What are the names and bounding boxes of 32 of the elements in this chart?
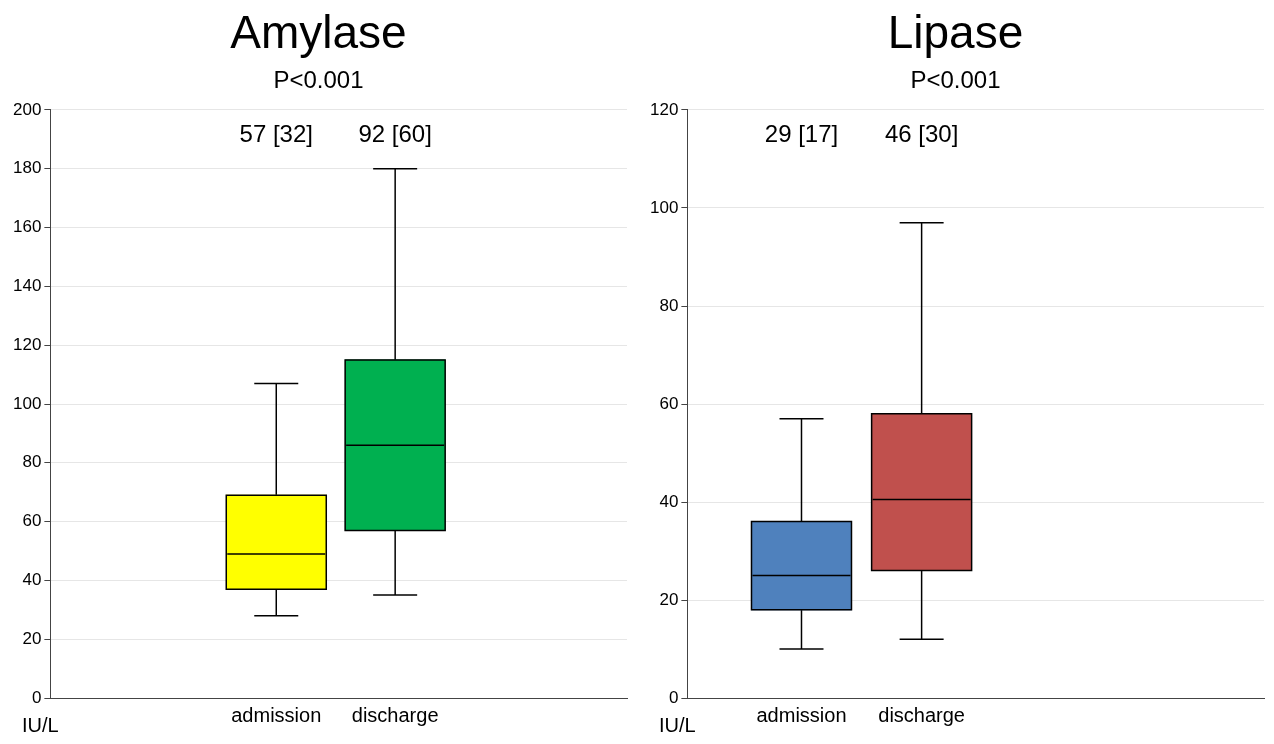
chart-subtitle: P<0.001 xyxy=(910,66,1001,94)
y-axis-title: IU/L xyxy=(22,713,59,736)
annotation: 92 [60] xyxy=(358,119,432,147)
y-tick-label: 0 xyxy=(31,687,42,707)
y-tick-label: 20 xyxy=(22,628,42,648)
y-tick-label: 120 xyxy=(12,334,42,354)
y-tick-label: 100 xyxy=(649,197,679,217)
y-tick-label: 140 xyxy=(12,276,42,296)
y-tick-label: 100 xyxy=(12,393,42,413)
y-tick-label: 20 xyxy=(659,589,679,609)
chart-subtitle: P<0.001 xyxy=(273,66,364,94)
y-tick-label: 40 xyxy=(659,491,679,511)
y-tick-label: 80 xyxy=(22,452,42,472)
y-tick-label: 0 xyxy=(668,687,679,707)
y-tick-label: 160 xyxy=(12,217,42,237)
x-tick-label: discharge xyxy=(351,703,439,726)
y-tick-label: 80 xyxy=(659,295,679,315)
annotation: 46 [30] xyxy=(884,119,959,147)
y-tick-label: 60 xyxy=(659,393,679,413)
annotation: 57 [32] xyxy=(239,119,313,147)
x-tick-label: discharge xyxy=(878,703,965,726)
x-tick-label: admission xyxy=(231,703,322,726)
y-tick-label: 120 xyxy=(649,99,679,119)
x-tick-label: admission xyxy=(756,703,847,726)
chart-title: Amylase xyxy=(230,6,407,59)
chart-title: Lipase xyxy=(887,6,1024,59)
y-tick-label: 60 xyxy=(22,511,42,531)
y-tick-label: 200 xyxy=(12,99,42,119)
y-tick-label: 180 xyxy=(12,158,42,178)
y-tick-label: 40 xyxy=(22,570,42,590)
annotation: 29 [17] xyxy=(764,119,839,147)
y-axis-title: IU/L xyxy=(659,713,696,736)
